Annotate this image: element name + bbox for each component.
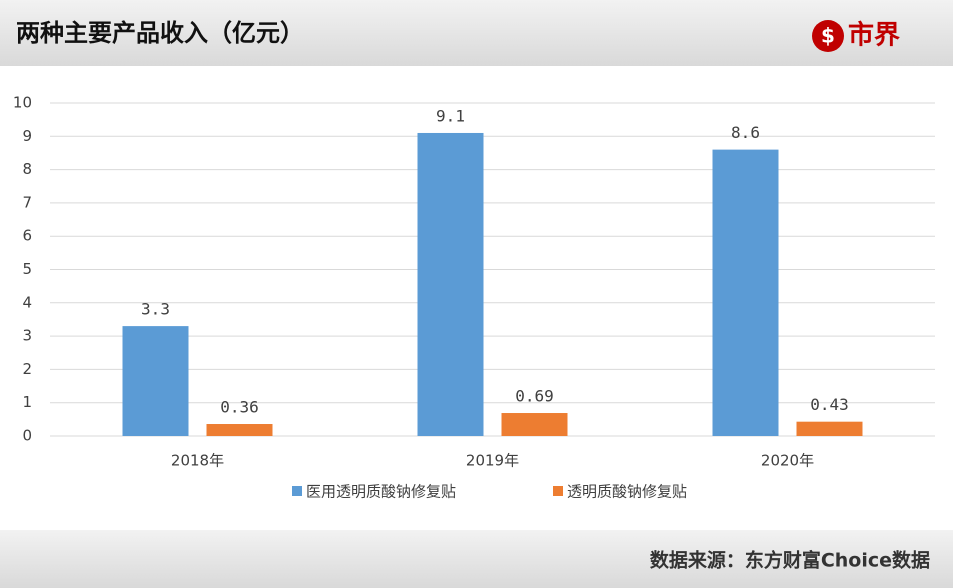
- value-label: 9.1: [436, 106, 465, 125]
- source-note: 数据来源：东方财富Choice数据: [650, 549, 930, 572]
- logo-icon: [812, 20, 844, 52]
- x-tick-label: 2018年: [171, 452, 224, 470]
- value-label: 3.3: [141, 300, 170, 319]
- y-tick-label: 8: [22, 160, 32, 178]
- value-label: 0.69: [515, 387, 554, 406]
- value-label: 0.43: [810, 395, 849, 414]
- bar: [796, 421, 863, 436]
- bar: [122, 326, 189, 436]
- legend-label: 透明质酸钠修复贴: [567, 483, 687, 501]
- legend-label: 医用透明质酸钠修复贴: [306, 483, 456, 501]
- bar: [417, 132, 484, 436]
- chart-title: 两种主要产品收入（亿元）: [16, 19, 304, 47]
- y-tick-label: 0: [22, 427, 32, 445]
- footer-band: [0, 530, 953, 588]
- y-tick-label: 7: [22, 193, 32, 211]
- y-tick-label: 5: [22, 260, 32, 278]
- legend-swatch: [292, 486, 302, 496]
- x-tick-label: 2019年: [466, 452, 519, 470]
- header-band: [0, 0, 953, 66]
- bar: [206, 424, 273, 436]
- legend-swatch: [553, 486, 563, 496]
- bar: [501, 413, 568, 436]
- value-label: 8.6: [731, 123, 760, 142]
- y-tick-label: 3: [22, 327, 32, 345]
- y-tick-label: 10: [13, 94, 32, 112]
- y-tick-label: 6: [22, 227, 32, 245]
- x-tick-label: 2020年: [761, 452, 814, 470]
- bar: [712, 149, 779, 436]
- logo-mark: $: [821, 24, 835, 48]
- y-tick-label: 4: [22, 293, 32, 311]
- y-tick-label: 9: [22, 127, 32, 145]
- y-tick-label: 1: [22, 393, 32, 411]
- y-tick-label: 2: [22, 360, 32, 378]
- logo-text: 市界: [848, 20, 900, 51]
- value-label: 0.36: [220, 398, 259, 417]
